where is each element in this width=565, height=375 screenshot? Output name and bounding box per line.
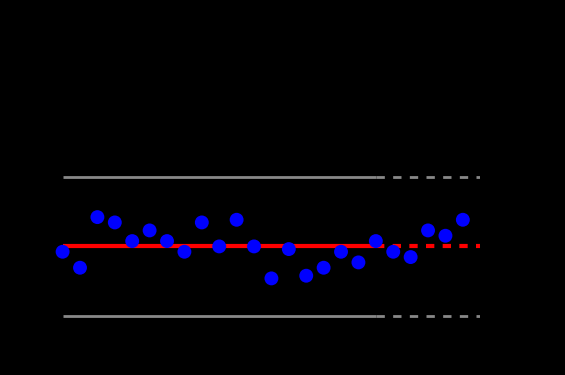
Point [215,243,224,249]
Point [163,238,172,244]
Point [267,275,276,281]
Point [302,273,311,279]
Point [128,238,137,244]
Point [406,254,415,260]
Point [424,227,433,233]
Point [319,265,328,271]
Point [180,249,189,255]
Point [441,233,450,239]
Point [93,214,102,220]
Point [58,249,67,255]
Point [76,265,85,271]
Point [371,238,380,244]
Point [354,260,363,266]
Point [284,246,293,252]
Point [337,249,346,255]
Point [145,227,154,233]
Point [389,249,398,255]
Point [197,219,206,225]
Point [250,243,259,249]
Point [110,219,119,225]
Point [232,217,241,223]
Point [458,217,467,223]
